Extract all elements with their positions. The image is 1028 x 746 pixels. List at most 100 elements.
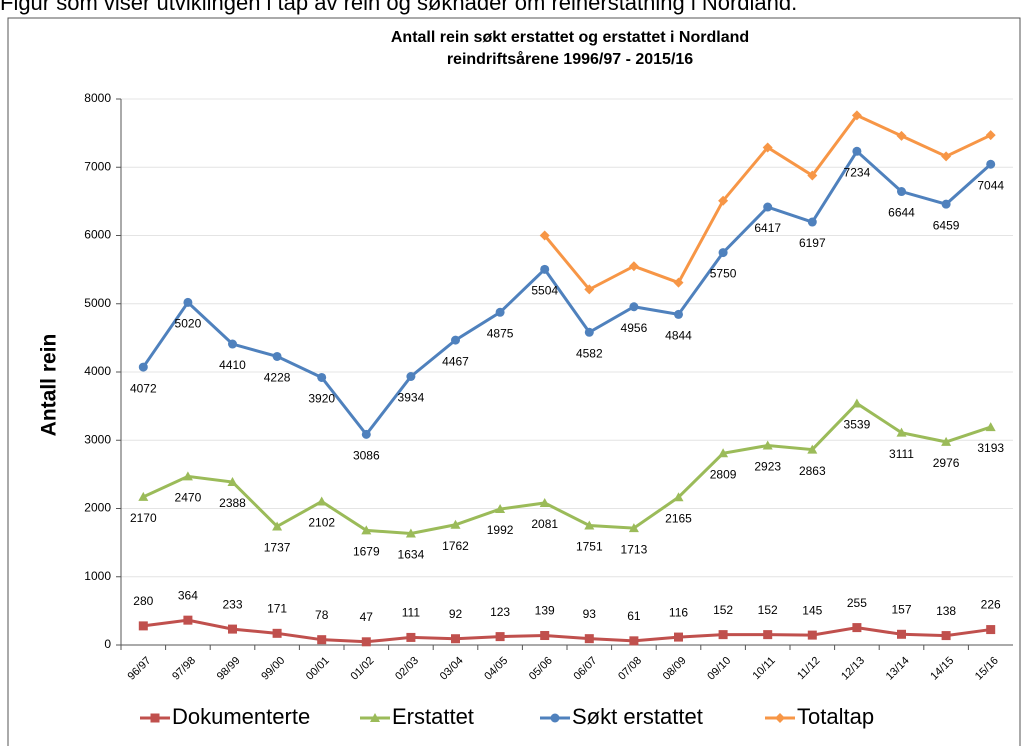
data-label: 5504 [531,284,558,298]
marker [138,621,148,631]
marker [628,261,639,272]
chart-title: Antall rein søkt erstattet og erstattet … [391,29,749,46]
data-label: 1737 [264,541,291,555]
marker [540,264,550,274]
data-label: 2809 [710,467,737,481]
chart-subtitle: reindriftsårene 1996/97 - 2015/16 [447,50,693,68]
marker [673,277,684,288]
marker [986,625,996,635]
series-line [543,113,992,292]
marker [584,284,595,295]
marker [852,623,862,633]
marker [851,110,862,121]
data-label: 2470 [175,491,202,505]
data-label: 7234 [844,165,871,179]
y-tick-label: 1000 [84,569,111,583]
marker [495,307,505,317]
data-label: 7044 [977,178,1004,192]
data-label: 5750 [710,267,737,281]
marker [182,471,193,481]
x-tick-label: 07/08 [616,655,644,683]
marker [985,422,996,432]
data-label: 111 [402,606,421,620]
data-label: 3086 [353,449,380,463]
data-label: 226 [981,598,1001,612]
x-tick-label: 15/16 [973,655,1001,683]
data-label: 4410 [219,358,246,372]
data-label: 93 [583,607,597,621]
marker [150,713,160,723]
data-label: 116 [669,605,688,619]
x-tick-label: 10/11 [750,655,777,682]
marker [807,170,818,181]
marker [451,634,460,644]
data-label: 47 [360,610,374,624]
series-line [142,148,992,437]
marker [762,142,773,153]
x-tick-label: 96/97 [126,655,154,683]
y-tick-label: 4000 [84,364,111,378]
series-line [143,618,991,644]
data-label: 2081 [531,517,558,531]
x-tick-label: 05/06 [527,655,555,683]
data-label: 6197 [799,236,826,250]
x-tick-label: 12/13 [839,655,867,683]
marker [763,630,773,640]
legend-label: Totaltap [797,704,874,729]
data-label: 4582 [576,346,603,360]
marker [138,491,149,501]
marker [851,398,862,408]
x-tick-label: 02/03 [393,655,421,683]
data-label: 61 [627,609,641,623]
marker [183,297,193,307]
marker [228,339,237,349]
data-label: 171 [267,602,287,616]
marker [941,436,952,446]
marker [896,427,907,437]
marker [629,636,639,646]
marker [852,146,862,156]
data-label: 4956 [621,321,648,335]
data-label: 364 [178,588,198,602]
data-label: 4072 [130,381,157,395]
marker [539,497,550,507]
marker [986,159,996,169]
marker [406,632,416,642]
marker [718,195,729,206]
data-label: 3539 [844,418,871,432]
y-axis-title: Antall rein [38,334,61,437]
data-label: 2923 [754,460,781,474]
marker [495,632,505,642]
data-label: 280 [133,594,153,608]
x-tick-label: 00/01 [304,655,332,683]
data-label: 2863 [799,464,826,478]
marker [406,372,416,382]
y-tick-label: 8000 [84,91,111,105]
data-label: 1751 [576,540,603,554]
y-tick-label: 6000 [84,228,111,242]
marker [807,630,817,640]
marker [807,444,818,454]
data-label: 78 [315,608,329,622]
data-label: 3920 [308,392,335,406]
marker [183,615,193,625]
data-label: 1992 [487,523,514,537]
marker [138,362,148,372]
x-tick-label: 09/10 [705,655,733,683]
data-label: 4844 [665,329,692,343]
data-label: 4875 [487,326,514,340]
marker [361,429,371,439]
marker [674,632,683,642]
x-tick-label: 11/12 [795,655,822,682]
marker [674,309,683,319]
marker [227,477,238,487]
marker [317,635,327,645]
marker [272,351,282,361]
frame [7,17,1021,746]
data-label: 152 [713,603,733,617]
data-label: 6459 [933,218,960,232]
data-label: 152 [758,603,778,617]
marker [896,130,907,141]
marker [628,523,639,533]
data-label: 1634 [398,548,425,562]
